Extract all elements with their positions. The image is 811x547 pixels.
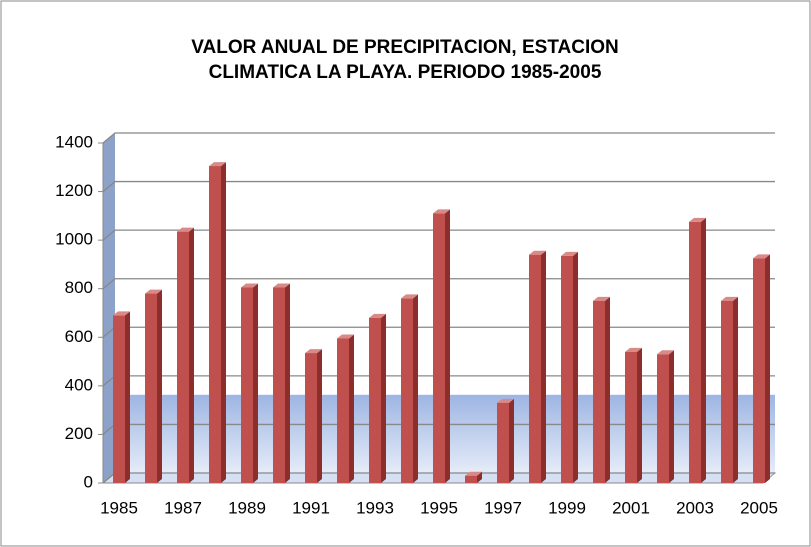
bar-top <box>753 254 770 259</box>
chart-title-line: VALOR ANUAL DE PRECIPITACION, ESTACION <box>191 37 619 58</box>
bar <box>625 351 637 483</box>
grid-line <box>102 278 775 290</box>
bar-side <box>509 398 514 483</box>
bar-top <box>465 471 482 476</box>
bar <box>753 258 765 483</box>
bar-top <box>593 296 610 301</box>
bar-side <box>541 250 546 483</box>
x-tick-label: 1991 <box>292 498 330 517</box>
bar <box>241 287 253 483</box>
bar <box>145 293 157 483</box>
y-tick-label: 1200 <box>55 181 93 200</box>
bar-top <box>337 334 354 339</box>
bar-top <box>625 347 642 352</box>
bar <box>209 166 221 484</box>
x-tick-label: 1989 <box>228 498 266 517</box>
bar-side <box>701 217 706 483</box>
bar-side <box>765 254 770 483</box>
grid-line <box>102 180 775 193</box>
bar-top <box>657 350 674 355</box>
y-tick-label: 0 <box>84 472 93 491</box>
bar-top <box>369 313 386 318</box>
bar-side <box>381 313 386 483</box>
bar-side <box>669 350 674 483</box>
x-tick-label: 2003 <box>676 498 714 517</box>
bar-top <box>529 250 546 255</box>
bar <box>561 255 573 483</box>
bar-top <box>273 283 290 288</box>
bar <box>337 338 349 483</box>
x-tick-label: 1993 <box>356 498 394 517</box>
x-tick-label: 1985 <box>100 498 138 517</box>
bar-top <box>241 283 258 288</box>
x-tick-label: 1999 <box>548 498 586 517</box>
y-tick-label: 200 <box>65 424 93 443</box>
bar <box>401 298 413 483</box>
chart-title-line: CLIMATICA LA PLAYA. PERIODO 1985-2005 <box>209 62 602 83</box>
bar-top <box>401 294 418 299</box>
bar-top <box>561 251 578 256</box>
bar <box>465 475 477 483</box>
x-tick-label: 2005 <box>740 498 778 517</box>
side-wall <box>103 133 115 483</box>
bar-side <box>733 296 738 483</box>
grid-line <box>102 132 775 144</box>
bar-side <box>637 347 642 483</box>
bar <box>657 354 669 483</box>
bar <box>273 287 285 483</box>
bar-top <box>305 349 322 354</box>
x-tick-label: 1997 <box>484 498 522 517</box>
bar-side <box>413 294 418 483</box>
y-tick-label: 600 <box>65 327 93 346</box>
bar-side <box>157 289 162 483</box>
y-tick-label: 800 <box>65 278 93 297</box>
x-tick-label: 1995 <box>420 498 458 517</box>
bar-top <box>145 289 162 294</box>
y-tick-label: 400 <box>65 375 93 394</box>
bar-top <box>689 217 706 222</box>
bar-side <box>285 283 290 483</box>
bar <box>305 353 317 483</box>
bar <box>689 221 701 483</box>
bar-top <box>721 296 738 301</box>
bar <box>369 317 381 483</box>
bar-top <box>209 162 226 167</box>
y-tick-label: 1000 <box>55 230 93 249</box>
grid-line <box>102 229 775 241</box>
bar-top <box>497 398 514 403</box>
bar <box>497 402 509 483</box>
bar <box>113 315 125 483</box>
x-tick-label: 1987 <box>164 498 202 517</box>
bar-side <box>445 209 450 483</box>
bar <box>433 213 445 483</box>
bar-top <box>433 209 450 214</box>
bar-side <box>221 162 226 484</box>
bar-side <box>125 311 130 483</box>
bar-side <box>317 349 322 483</box>
x-tick-label: 2001 <box>612 498 650 517</box>
bar-side <box>349 334 354 483</box>
bar-side <box>189 227 194 483</box>
bar <box>721 300 733 483</box>
bar <box>529 254 541 483</box>
bar <box>593 300 605 483</box>
bar-side <box>477 471 482 483</box>
bar <box>177 231 189 483</box>
bar-top <box>113 311 130 316</box>
y-tick-label: 1400 <box>55 132 93 151</box>
bar-side <box>605 296 610 483</box>
bar-side <box>253 283 258 483</box>
bar-top <box>177 227 194 232</box>
bar-side <box>573 251 578 483</box>
